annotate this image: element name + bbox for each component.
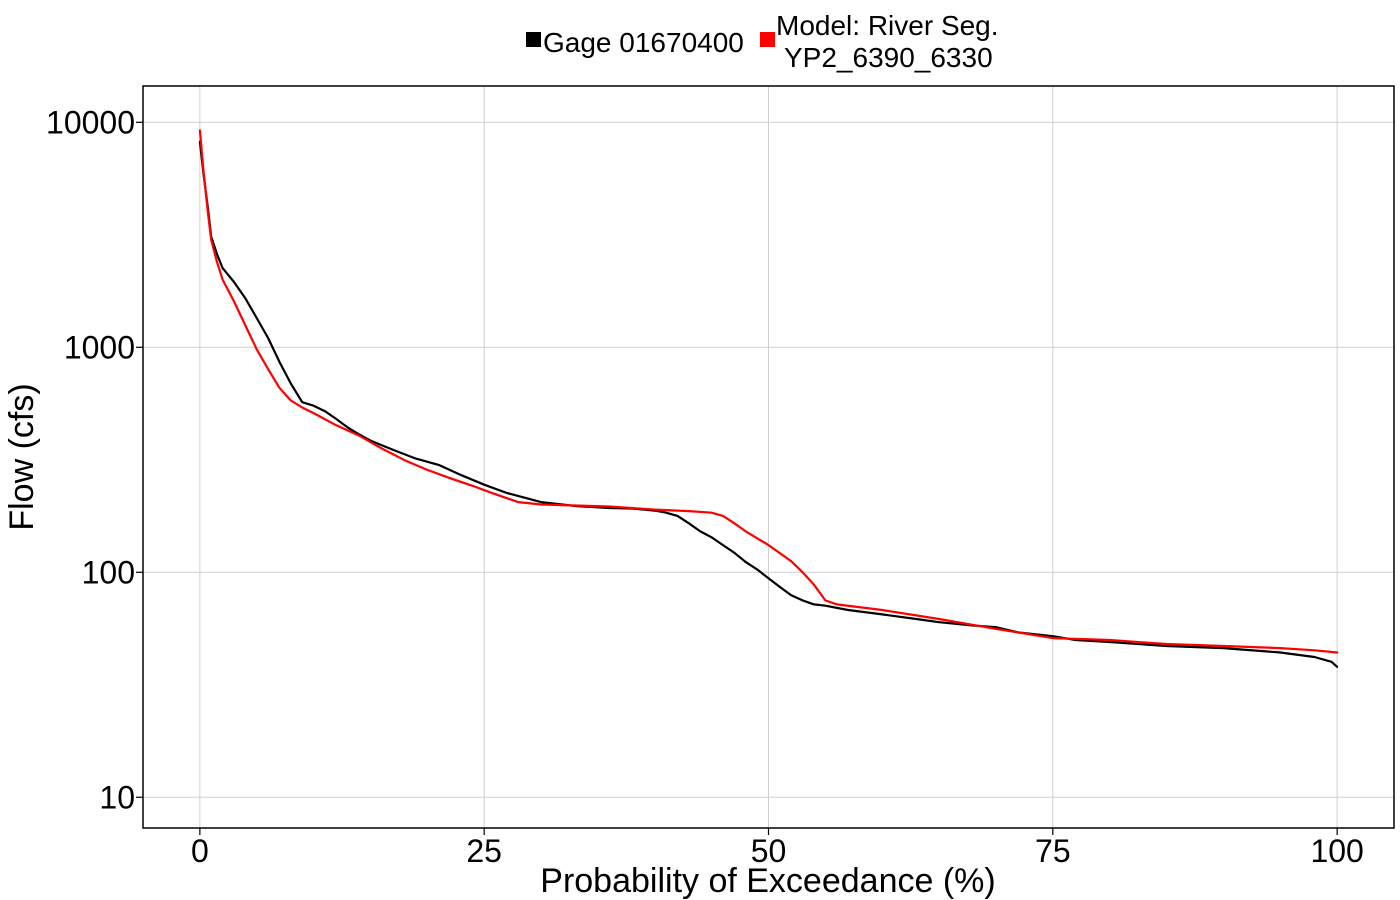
series-layer [198, 129, 1339, 668]
legend-label-model-line2: YP2_6390_6330 [784, 42, 993, 73]
y-tick-label: 10 [99, 779, 135, 815]
x-tick-label: 100 [1310, 833, 1363, 869]
y-tick-label: 1000 [64, 329, 135, 365]
series-line-model [198, 129, 1339, 654]
legend-label-gage: Gage 01670400 [543, 27, 744, 58]
x-tick-label: 0 [191, 833, 209, 869]
x-tick-label: 50 [751, 833, 787, 869]
x-tick-label: 75 [1035, 833, 1071, 869]
y-axis: 10 100 1000 10000 [46, 104, 143, 815]
y-axis-title: Flow (cfs) [3, 383, 41, 530]
grid [143, 86, 1394, 828]
x-tick-label: 25 [466, 833, 502, 869]
x-axis: 0 25 50 75 100 [191, 828, 1364, 869]
legend-swatch-model [760, 32, 775, 47]
legend-swatch-gage [526, 32, 541, 47]
y-tick-label: 10000 [46, 104, 135, 140]
series-line-gage [198, 140, 1339, 668]
legend: Gage 01670400 Model: River Seg. YP2_6390… [526, 10, 999, 73]
x-axis-title: Probability of Exceedance (%) [540, 862, 995, 900]
y-tick-label: 100 [82, 554, 135, 590]
legend-label-model-line1: Model: River Seg. [776, 10, 999, 41]
